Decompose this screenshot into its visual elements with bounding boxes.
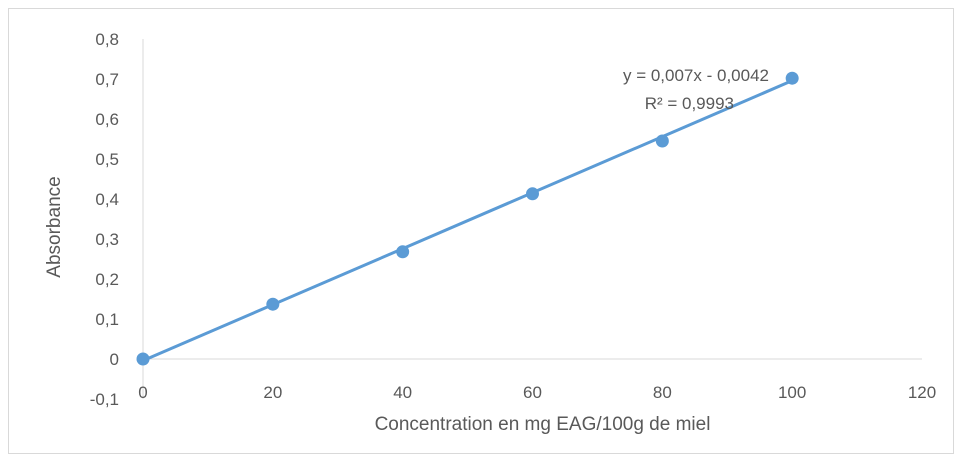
y-tick-label: 0,4 [95,190,119,209]
trendline [142,79,793,363]
x-axis-title: Concentration en mg EAG/100g de miel [375,414,711,435]
x-tick-label: 40 [393,383,412,402]
y-tick-label: 0,2 [95,270,119,289]
trendline-r2: R² = 0,9993 [645,94,734,113]
data-point [266,297,280,311]
chart-svg: -0,1 0 0,1 0,2 0,3 0,4 0,5 0,6 0,7 0,8 0 20 40 60 80 10… [44,30,936,435]
data-point [785,71,799,85]
y-tick-label: 0,5 [95,150,119,169]
y-tick-label: 0,8 [95,30,119,49]
data-point [526,187,539,201]
x-tick-label: 20 [263,383,282,402]
x-tick-label: 60 [523,383,542,402]
x-tick-label: 0 [138,383,147,402]
trendline-equation: y = 0,007x - 0,0042 [623,66,769,85]
data-point [655,134,669,148]
y-tick-label: 0,6 [95,110,119,129]
chart-area: -0,1 0 0,1 0,2 0,3 0,4 0,5 0,6 0,7 0,8 0 20 40 60 80 10… [8,8,954,454]
y-axis-title: Absorbance [44,176,65,277]
data-point [396,245,410,259]
x-tick-label: 80 [653,383,672,402]
data-point [136,352,150,366]
x-tick-label: 100 [778,383,806,402]
y-tick-label: 0,7 [95,70,119,89]
y-tick-label: 0 [110,350,119,369]
x-tick-label: 120 [908,383,936,402]
y-tick-label: 0,3 [95,230,119,249]
y-tick-label: 0,1 [95,310,119,329]
y-tick-label: -0,1 [90,390,119,409]
